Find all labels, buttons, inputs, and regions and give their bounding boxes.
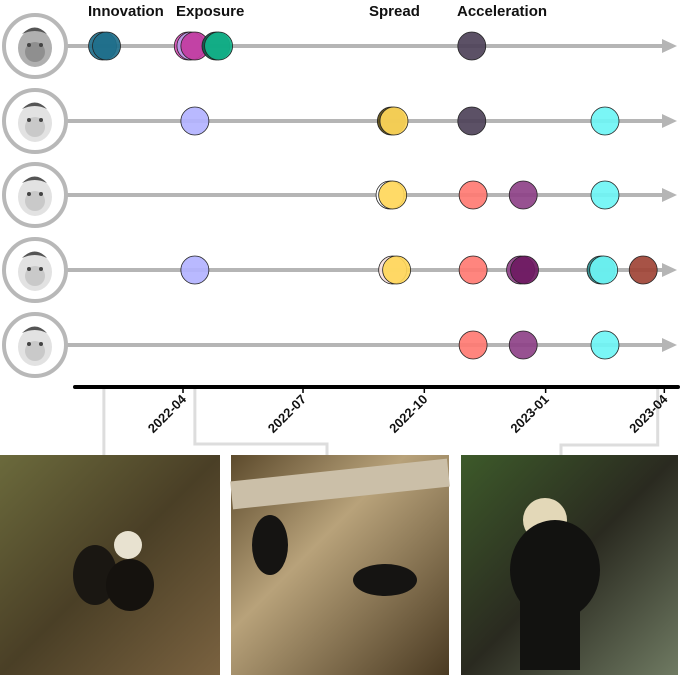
individual-row	[2, 312, 677, 378]
tick-label: 2023-04	[626, 391, 671, 436]
eye	[27, 342, 31, 346]
monkey-in-photo	[353, 564, 417, 596]
monkey-in-photo	[510, 520, 600, 620]
cap-marking	[22, 27, 47, 34]
monkey-face-5-icon	[18, 326, 52, 366]
monkey-in-photo	[106, 559, 154, 611]
monkey-face-4-icon	[18, 251, 52, 291]
event-dot	[508, 330, 538, 360]
phase-label-spread: Spread	[369, 3, 420, 20]
arrow-head-icon	[662, 338, 677, 352]
eye	[27, 267, 31, 271]
event-dot	[508, 180, 538, 210]
event-dot	[457, 31, 487, 61]
event-dot	[92, 31, 121, 61]
phase-label-acceleration: Acceleration	[457, 3, 547, 20]
individual-row	[2, 162, 677, 228]
eye	[39, 192, 43, 196]
log-in-photo	[230, 458, 450, 510]
arrow-head-icon	[662, 188, 677, 202]
cap-marking	[22, 251, 47, 258]
tick-label: 2022-07	[265, 392, 309, 436]
photo-connector-line	[193, 388, 329, 456]
eye	[27, 118, 31, 122]
event-dot	[458, 180, 488, 210]
eye	[27, 43, 31, 47]
event-dot	[382, 255, 412, 285]
muzzle	[25, 266, 45, 286]
eye	[39, 118, 43, 122]
event-dot	[458, 255, 488, 285]
cap-marking	[22, 176, 47, 183]
monkey-face-2-icon	[18, 102, 52, 142]
phase-label-exposure: Exposure	[176, 3, 244, 20]
monkey-in-photo	[114, 531, 142, 559]
tick-label: 2023-01	[507, 392, 551, 436]
event-dot	[180, 106, 210, 136]
event-dot	[590, 330, 620, 360]
event-dot	[457, 106, 487, 136]
event-dot	[458, 330, 488, 360]
arrow-head-icon	[662, 39, 677, 53]
event-dot	[590, 106, 620, 136]
tick-label: 2022-10	[386, 392, 430, 436]
event-dot	[589, 255, 619, 285]
individual-row	[2, 237, 677, 303]
individual-row	[2, 13, 677, 79]
event-dot	[379, 106, 409, 136]
cap-marking	[22, 102, 47, 109]
muzzle	[25, 341, 45, 361]
eye	[39, 342, 43, 346]
event-dot	[204, 31, 234, 61]
eye	[39, 43, 43, 47]
monkey-face-1-icon	[18, 27, 52, 67]
event-dot	[590, 180, 620, 210]
eye	[27, 192, 31, 196]
photo-connector-line	[559, 388, 660, 456]
monkey-in-photo	[520, 600, 580, 670]
muzzle	[25, 42, 45, 62]
monkey-face-3-icon	[18, 176, 52, 216]
cap-marking	[22, 326, 47, 333]
event-dot	[378, 180, 408, 210]
muzzle	[25, 117, 45, 137]
arrow-head-icon	[662, 263, 677, 277]
arrow-head-icon	[662, 114, 677, 128]
event-dot	[180, 255, 210, 285]
monkey-in-photo	[252, 515, 288, 575]
eye	[39, 267, 43, 271]
event-dot	[628, 255, 658, 285]
event-dot	[510, 255, 539, 285]
phase-label-innovation: Innovation	[88, 3, 164, 20]
tick-label: 2022-04	[145, 391, 190, 436]
individual-row	[2, 88, 677, 154]
muzzle	[25, 191, 45, 211]
monkey-in-photo	[73, 545, 117, 605]
